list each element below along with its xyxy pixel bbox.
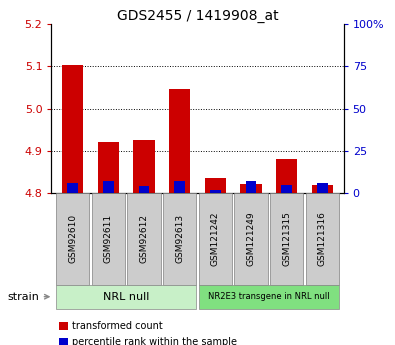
Bar <box>62 65 83 193</box>
Title: GDS2455 / 1419908_at: GDS2455 / 1419908_at <box>117 9 278 23</box>
Bar <box>98 142 119 193</box>
Text: GSM121249: GSM121249 <box>246 211 256 266</box>
Bar <box>134 140 155 193</box>
Bar <box>246 181 256 193</box>
Bar <box>281 185 292 193</box>
Bar <box>174 181 185 193</box>
Bar <box>210 190 221 193</box>
Bar <box>312 185 333 193</box>
Text: NR2E3 transgene in NRL null: NR2E3 transgene in NRL null <box>208 292 329 301</box>
Bar <box>139 186 149 193</box>
Bar <box>317 184 327 193</box>
Bar <box>68 183 78 193</box>
Text: NRL null: NRL null <box>103 292 149 302</box>
Text: GSM121242: GSM121242 <box>211 212 220 266</box>
Text: GSM92613: GSM92613 <box>175 214 184 264</box>
Text: GSM92610: GSM92610 <box>68 214 77 264</box>
Text: GSM92611: GSM92611 <box>104 214 113 264</box>
Text: percentile rank within the sample: percentile rank within the sample <box>72 337 237 345</box>
Text: GSM92612: GSM92612 <box>139 214 149 264</box>
Text: strain: strain <box>8 292 40 302</box>
Bar <box>276 159 297 193</box>
Bar <box>169 89 190 193</box>
Bar <box>205 178 226 193</box>
Text: transformed count: transformed count <box>72 321 163 331</box>
Bar <box>240 184 261 193</box>
Text: GSM121315: GSM121315 <box>282 211 291 266</box>
Text: GSM121316: GSM121316 <box>318 211 327 266</box>
Bar <box>103 180 114 193</box>
